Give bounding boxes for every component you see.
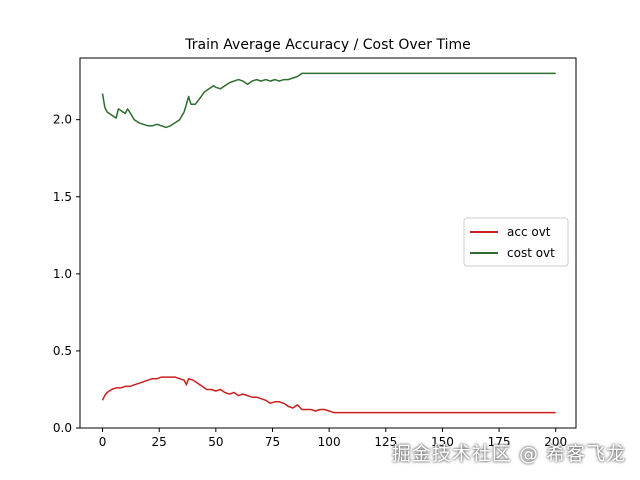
x-tick-label: 25: [152, 435, 167, 449]
y-tick-label: 2.0: [53, 113, 72, 127]
x-tick-label: 200: [544, 435, 567, 449]
x-tick-label: 50: [208, 435, 223, 449]
legend: acc ovt cost ovt: [463, 217, 569, 267]
y-tick-label: 0.5: [53, 344, 72, 358]
y-axis-ticks: 0.0 0.5 1.0 1.5 2.0: [53, 113, 80, 435]
legend-label-cost: cost ovt: [507, 246, 555, 260]
legend-label-acc: acc ovt: [507, 225, 551, 239]
x-tick-label: 175: [488, 435, 511, 449]
x-tick-label: 150: [431, 435, 454, 449]
series-line-cost-ovt: [101, 72, 556, 129]
series-layer: [101, 72, 556, 414]
y-tick-label: 1.5: [53, 190, 72, 204]
x-tick-label: 100: [318, 435, 341, 449]
x-tick-label: 125: [374, 435, 397, 449]
y-tick-label: 0.0: [53, 421, 72, 435]
chart-title: Train Average Accuracy / Cost Over Time: [184, 37, 470, 53]
watermark-text: 掘金技术社区 @ 希客飞龙: [391, 443, 626, 465]
axes-frame: [79, 57, 577, 429]
x-tick-label: 0: [99, 435, 107, 449]
plot-area: 0 25 50 75 100 125 150 175 200 0.0 0.5 1.0 1.5 2.0: [53, 57, 577, 449]
x-axis-ticks: 0 25 50 75 100 125 150 175 200: [99, 428, 567, 449]
series-line-acc-ovt: [101, 376, 556, 414]
y-tick-label: 1.0: [53, 267, 72, 281]
x-tick-label: 75: [265, 435, 280, 449]
